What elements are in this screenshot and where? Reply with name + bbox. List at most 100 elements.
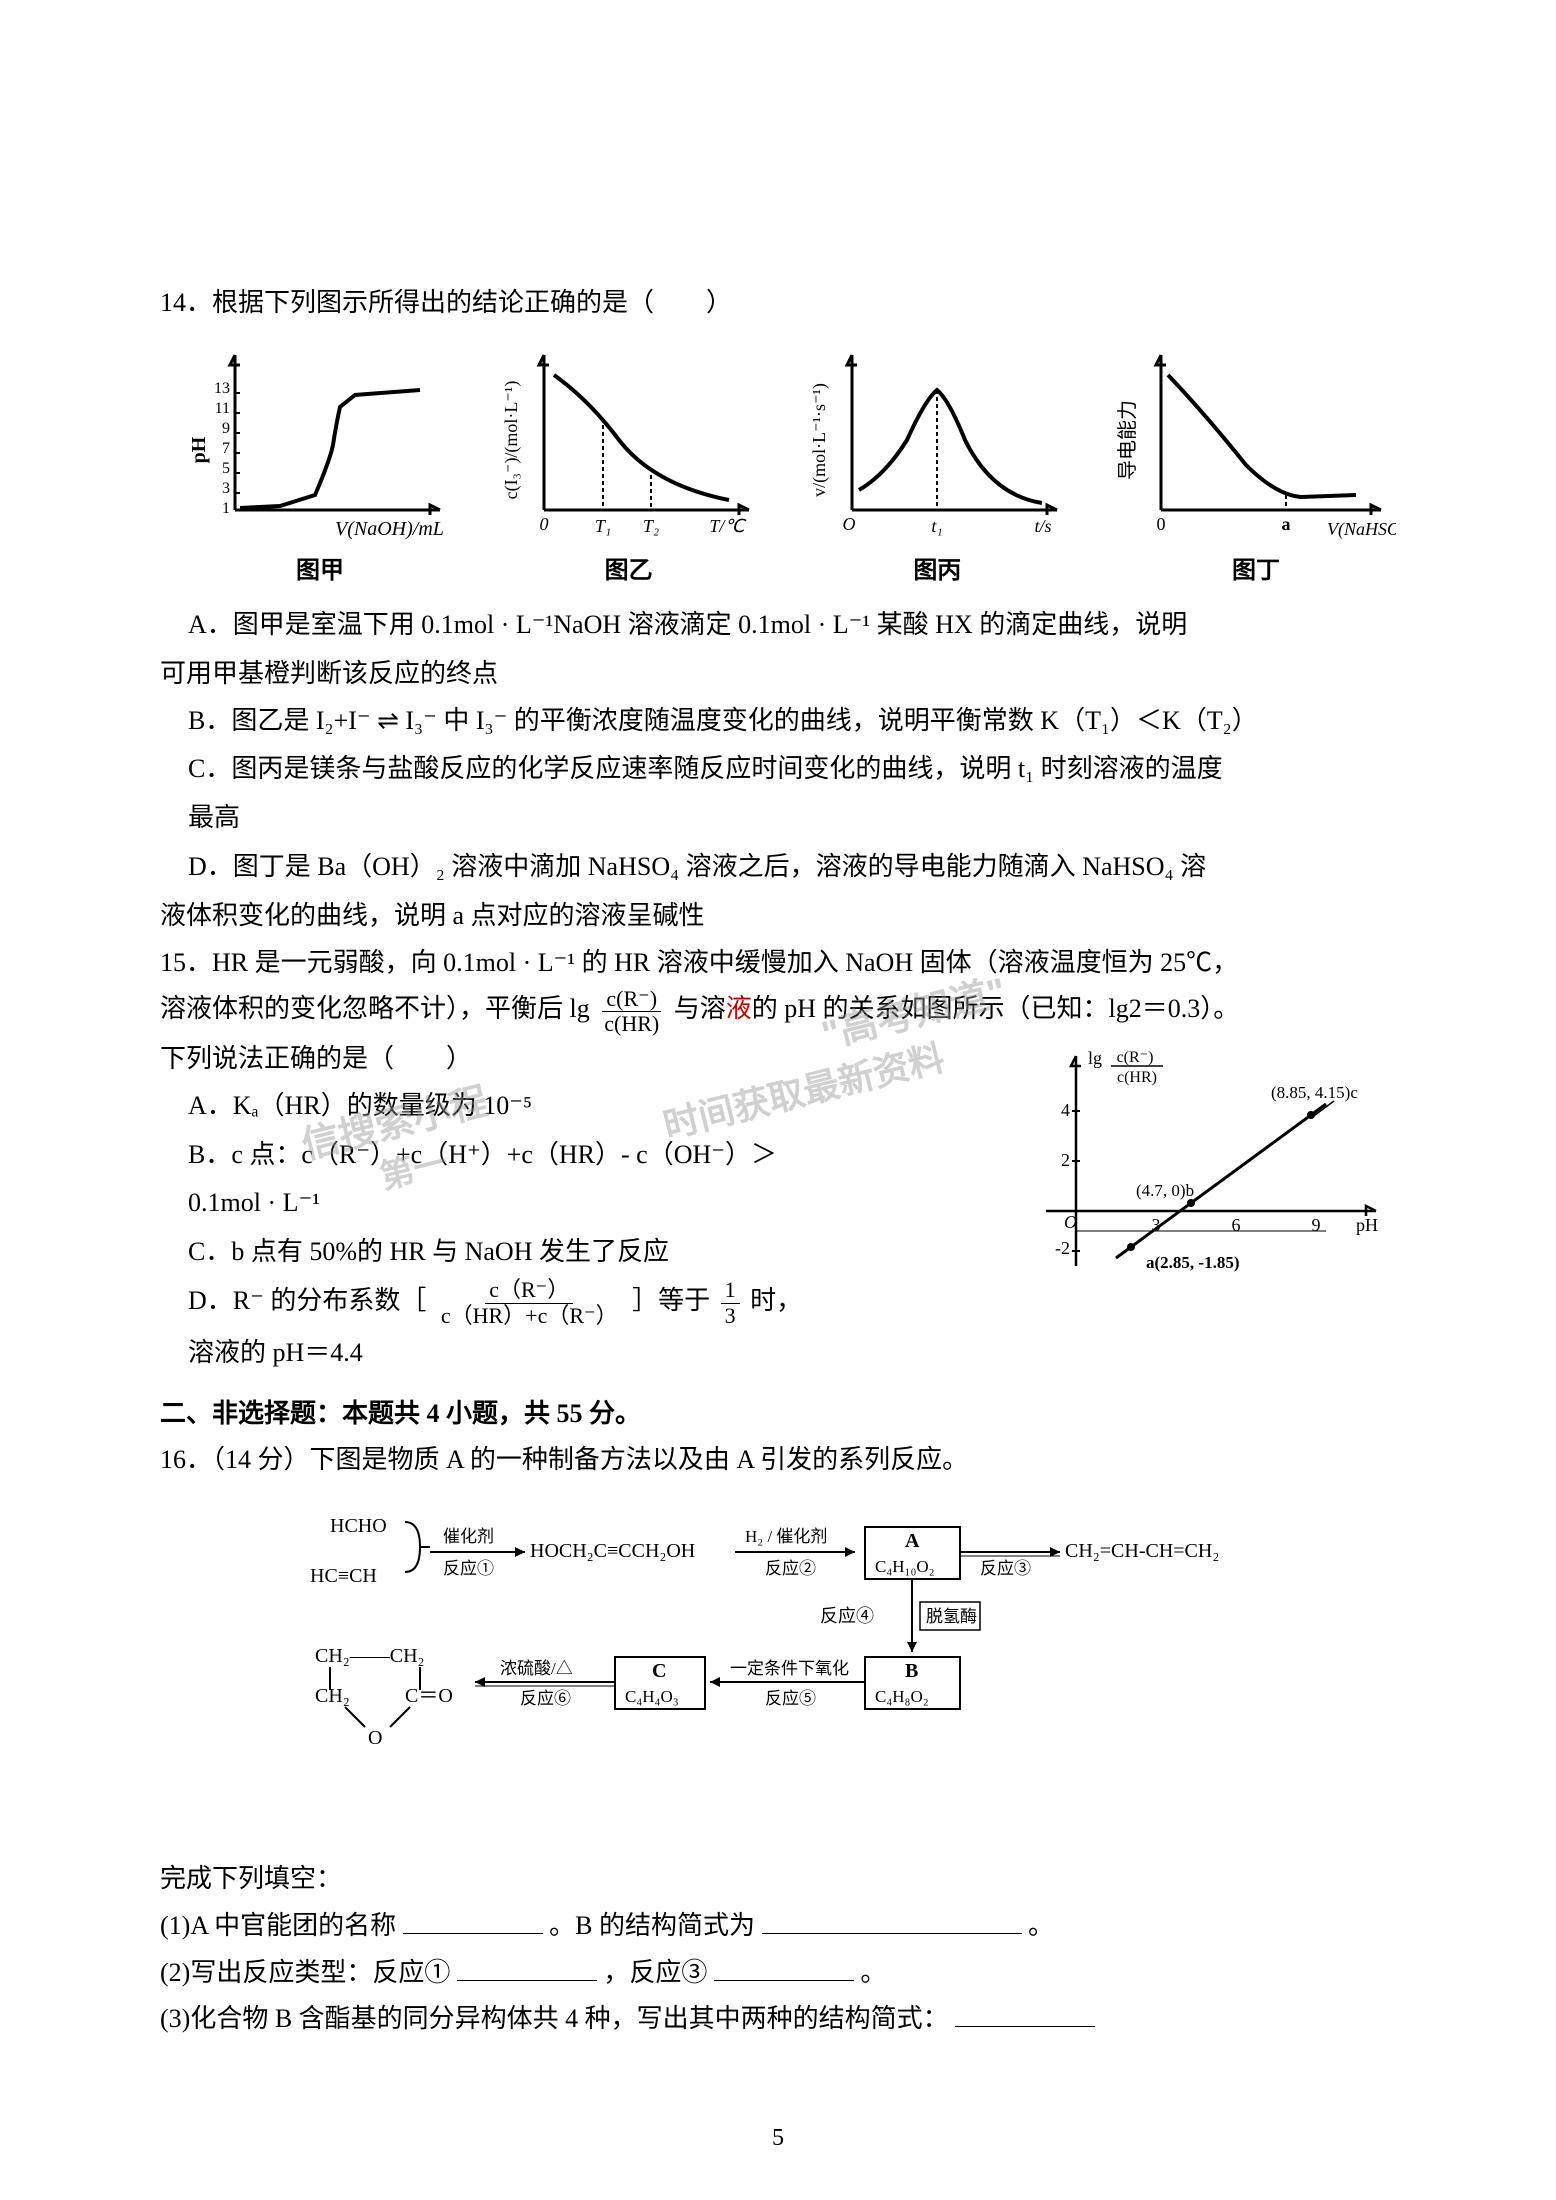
svg-text:V(NaHSO₄)/mL: V(NaHSO₄)/mL [1291, 519, 1396, 540]
svg-text:C＝O: C＝O [405, 1685, 453, 1707]
svg-text:(8.85, 4.15)c: (8.85, 4.15)c [1271, 1083, 1358, 1102]
svg-text:0: 0 [1156, 514, 1165, 534]
svg-text:c(R⁻): c(R⁻) [1117, 1049, 1154, 1066]
q16-fill3: (3)化合物 B 含酯基的同分异构体共 4 种，写出其中两种的结构简式： [160, 1996, 1396, 2043]
svg-text:V(NaOH)/mL: V(NaOH)/mL [335, 518, 444, 540]
q15-stem2-post: 与溶 [674, 994, 726, 1023]
svg-text:C₄H₄O₃: C₄H₄O₃ [625, 1687, 679, 1706]
svg-text:pH: pH [1356, 1215, 1378, 1235]
q16-fill1-c: 。 [1028, 1911, 1054, 1940]
svg-text:O: O [843, 514, 856, 534]
svg-text:HC≡CH: HC≡CH [310, 1565, 377, 1587]
q15-stem-1: 15．HR 是一元弱酸，向 0.1mol · L⁻¹ 的 HR 溶液中缓慢加入 … [160, 940, 1396, 987]
frac-num: c（R⁻） [485, 1278, 573, 1303]
svg-text:CH₂=CH-CH=CH₂: CH₂=CH-CH=CH₂ [1065, 1540, 1219, 1562]
q16-stem: 16．（14 分）下图是物质 A 的一种制备方法以及由 A 引发的系列反应。 [160, 1437, 1396, 1484]
frac-den: 3 [721, 1304, 740, 1328]
svg-text:v/(mol·L⁻¹·s⁻¹): v/(mol·L⁻¹·s⁻¹) [809, 383, 830, 497]
q15-d-mid: ］等于 [632, 1286, 710, 1315]
q14-opt-c-1: C．图丙是镁条与盐酸反应的化学反应速率随反应时间变化的曲线，说明 t₁ 时刻溶液… [188, 746, 1396, 793]
svg-text:t/s: t/s [1035, 516, 1052, 536]
q15-opt-b1: B．c 点：c（R⁻）+c（H⁺）+c（HR）- c（OH⁻）＞ [188, 1132, 996, 1179]
figure-jia: 1 3 5 7 9 11 13 pH V(N [190, 345, 450, 592]
q15-d-post: 时， [750, 1286, 802, 1315]
q15-d-line2-wrap: 溶液的 pH＝4.4 [188, 1330, 1396, 1377]
blank[interactable] [457, 1955, 597, 1981]
q15-lead: 下列说法正确的是（ ） [160, 1036, 996, 1083]
svg-text:t₁: t₁ [932, 516, 943, 536]
q16-fill-lead: 完成下列填空： [160, 1856, 1396, 1903]
svg-text:一定条件下氧化: 一定条件下氧化 [730, 1659, 849, 1678]
section2-header: 二、非选择题：本题共 4 小题，共 55 分。 [160, 1391, 1396, 1438]
svg-text:-2: -2 [1055, 1238, 1070, 1258]
q15-d-frac2: 1 3 [721, 1278, 740, 1327]
figure-ding-svg: 导电能力 0 a V(NaHSO₄)/mL [1116, 345, 1396, 545]
blank[interactable] [762, 1908, 1022, 1934]
figure-yi: c(I₃⁻)/(mol·L⁻¹) 0 T₁ T₂ T/℃ 图乙 [499, 345, 759, 592]
q15-row: 下列说法正确的是（ ） A．Kₐ（HR）的数量级为 10⁻⁵ B．c 点：c（R… [160, 1036, 1396, 1330]
q15-d-frac1: c（R⁻） c（HR）+c（R⁻） [437, 1278, 622, 1327]
svg-text:C: C [652, 1660, 666, 1682]
svg-text:反应①: 反应① [443, 1559, 494, 1578]
figure-bing-caption: 图丙 [913, 549, 961, 592]
svg-text:lg: lg [1088, 1048, 1102, 1068]
blank[interactable] [714, 1955, 854, 1981]
page-content: 14．根据下列图示所得出的结论正确的是（ ） 1 3 5 7 9 11 [160, 280, 1396, 2043]
q14-options-b: B．图乙是 I₂+I⁻ ⇌ I₃⁻ 中 I₃⁻ 的平衡浓度随温度变化的曲线，说明… [188, 698, 1396, 891]
q15-stem2-frac: c(R⁻) c(HR) [600, 987, 663, 1036]
svg-text:C₄H₁₀O₂: C₄H₁₀O₂ [875, 1557, 935, 1576]
svg-text:导电能力: 导电能力 [1116, 400, 1139, 480]
svg-text:A: A [905, 1530, 920, 1552]
svg-text:13: 13 [214, 380, 230, 397]
q16-fill1-a: (1)A 中官能团的名称 [160, 1911, 396, 1940]
svg-text:T₂: T₂ [643, 516, 659, 536]
q14-stem: 14．根据下列图示所得出的结论正确的是（ ） [160, 280, 1396, 327]
svg-text:2: 2 [1061, 1150, 1070, 1170]
figure-yi-svg: c(I₃⁻)/(mol·L⁻¹) 0 T₁ T₂ T/℃ [499, 345, 759, 545]
q16-fill3-text: (3)化合物 B 含酯基的同分异构体共 4 种，写出其中两种的结构简式： [160, 2004, 949, 2033]
svg-text:浓硫酸/△: 浓硫酸/△ [500, 1659, 573, 1678]
svg-text:1: 1 [222, 500, 230, 517]
svg-text:11: 11 [215, 400, 230, 417]
q16-fill1: (1)A 中官能团的名称 。B 的结构简式为 。 [160, 1903, 1396, 1950]
q16-fill2-b: ，反应③ [603, 1958, 707, 1987]
svg-text:B: B [905, 1660, 918, 1682]
svg-text:脱氢酶: 脱氢酶 [926, 1607, 977, 1626]
svg-text:4: 4 [1061, 1100, 1070, 1120]
svg-text:反应④: 反应④ [820, 1606, 874, 1626]
svg-text:反应⑤: 反应⑤ [765, 1689, 816, 1708]
svg-text:反应⑥: 反应⑥ [520, 1689, 571, 1708]
q15-graph-svg: lg c(R⁻) c(HR) 4 2 -2 O 3 6 [1016, 1036, 1396, 1296]
svg-text:0: 0 [539, 514, 548, 534]
q16-scheme-svg: HCHO HC≡CH 催化剂 反应① HOCH₂C≡CCH₂OH H₂ / 催化… [280, 1502, 1280, 1822]
svg-text:6: 6 [1232, 1215, 1241, 1235]
q15-opt-b2: 0.1mol · L⁻¹ [188, 1180, 996, 1227]
q16-fill1-b: 。B 的结构简式为 [549, 1911, 755, 1940]
svg-text:CH₂——CH₂: CH₂——CH₂ [315, 1645, 425, 1667]
page-number: 5 [772, 2117, 784, 2160]
q14-options: A．图甲是室温下用 0.1mol · L⁻¹NaOH 溶液滴定 0.1mol ·… [188, 602, 1396, 649]
svg-text:3: 3 [222, 480, 230, 497]
q15-left: 下列说法正确的是（ ） A．Kₐ（HR）的数量级为 10⁻⁵ B．c 点：c（R… [160, 1036, 996, 1330]
q15-stem2-red: 液 [726, 994, 752, 1023]
blank[interactable] [403, 1908, 543, 1934]
frac-den: c(HR) [600, 1012, 663, 1036]
blank[interactable] [955, 2001, 1095, 2027]
svg-text:反应③: 反应③ [980, 1559, 1031, 1578]
q14-opt-a-2: 可用甲基橙判断该反应的终点 [160, 651, 1396, 698]
figure-jia-caption: 图甲 [296, 549, 344, 592]
svg-text:T/℃: T/℃ [709, 516, 746, 536]
svg-text:c(I₃⁻)/(mol·L⁻¹): c(I₃⁻)/(mol·L⁻¹) [501, 380, 522, 499]
q15-stem2-post2: 的 pH 的关系如图所示（已知：lg2＝0.3）。 [752, 994, 1240, 1023]
svg-text:(4.7, 0)b: (4.7, 0)b [1136, 1181, 1194, 1200]
frac-num: c(R⁻) [602, 987, 661, 1012]
q14-opt-d-1: D．图丁是 Ba（OH）₂ 溶液中滴加 NaHSO₄ 溶液之后，溶液的导电能力随… [188, 844, 1396, 891]
q14-opt-c-2: 最高 [188, 795, 1396, 842]
figure-jia-svg: 1 3 5 7 9 11 13 pH V(N [190, 345, 450, 545]
q14-opt-b: B．图乙是 I₂+I⁻ ⇌ I₃⁻ 中 I₃⁻ 的平衡浓度随温度变化的曲线，说明… [188, 698, 1396, 745]
q14-opt-a-1: A．图甲是室温下用 0.1mol · L⁻¹NaOH 溶液滴定 0.1mol ·… [188, 602, 1396, 649]
figure-ding-caption: 图丁 [1232, 549, 1280, 592]
figure-bing-svg: v/(mol·L⁻¹·s⁻¹) O t₁ t/s [807, 345, 1067, 545]
q15-d-line2: 溶液的 pH＝4.4 [188, 1330, 1396, 1377]
svg-text:O: O [368, 1727, 382, 1749]
